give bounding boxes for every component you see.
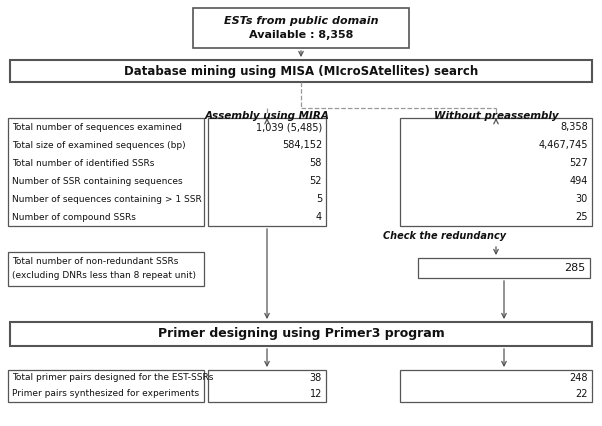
Text: Without preassembly: Without preassembly — [433, 111, 558, 121]
Text: 527: 527 — [569, 158, 588, 168]
Text: 58: 58 — [309, 158, 322, 168]
Text: Number of compound SSRs: Number of compound SSRs — [12, 213, 136, 222]
Text: Database mining using MISA (MIcroSAtellites) search: Database mining using MISA (MIcroSAtelli… — [124, 64, 478, 78]
Bar — [10, 60, 592, 82]
Text: 4,467,745: 4,467,745 — [539, 140, 588, 150]
Bar — [418, 258, 590, 278]
Text: Total number of identified SSRs: Total number of identified SSRs — [12, 158, 154, 167]
Text: ESTs from public domain: ESTs from public domain — [224, 16, 378, 26]
Text: Number of SSR containing sequences: Number of SSR containing sequences — [12, 176, 182, 185]
Text: 8,358: 8,358 — [560, 122, 588, 132]
Bar — [208, 370, 326, 402]
Bar — [8, 118, 204, 226]
Text: 248: 248 — [569, 373, 588, 383]
Text: 494: 494 — [569, 176, 588, 186]
Text: Available : 8,358: Available : 8,358 — [249, 30, 353, 40]
Text: Primer designing using Primer3 program: Primer designing using Primer3 program — [158, 328, 444, 340]
Text: 584,152: 584,152 — [282, 140, 322, 150]
Bar — [8, 252, 204, 286]
Text: Total number of sequences examined: Total number of sequences examined — [12, 123, 182, 132]
Text: 1,039 (5,485): 1,039 (5,485) — [256, 122, 322, 132]
Text: 38: 38 — [310, 373, 322, 383]
Text: 22: 22 — [576, 389, 588, 399]
Bar — [208, 118, 326, 226]
Text: 4: 4 — [316, 212, 322, 222]
Text: Total primer pairs designed for the EST-SSRs: Total primer pairs designed for the EST-… — [12, 374, 213, 383]
Text: 5: 5 — [316, 194, 322, 204]
Text: Total number of non-redundant SSRs: Total number of non-redundant SSRs — [12, 257, 178, 267]
Bar — [10, 322, 592, 346]
Text: Check the redundancy: Check the redundancy — [383, 231, 506, 241]
Bar — [400, 118, 592, 226]
Text: Number of sequences containing > 1 SSR: Number of sequences containing > 1 SSR — [12, 195, 202, 204]
Text: Total size of examined sequences (bp): Total size of examined sequences (bp) — [12, 141, 185, 150]
Text: 285: 285 — [563, 263, 585, 273]
Bar — [8, 370, 204, 402]
Text: 52: 52 — [309, 176, 322, 186]
Text: Primer pairs synthesized for experiments: Primer pairs synthesized for experiments — [12, 389, 199, 398]
Bar — [193, 8, 409, 48]
Bar — [400, 370, 592, 402]
Text: Assembly using MIRA: Assembly using MIRA — [205, 111, 329, 121]
Text: 25: 25 — [576, 212, 588, 222]
Text: 30: 30 — [576, 194, 588, 204]
Text: 12: 12 — [309, 389, 322, 399]
Text: (excluding DNRs less than 8 repeat unit): (excluding DNRs less than 8 repeat unit) — [12, 271, 196, 279]
